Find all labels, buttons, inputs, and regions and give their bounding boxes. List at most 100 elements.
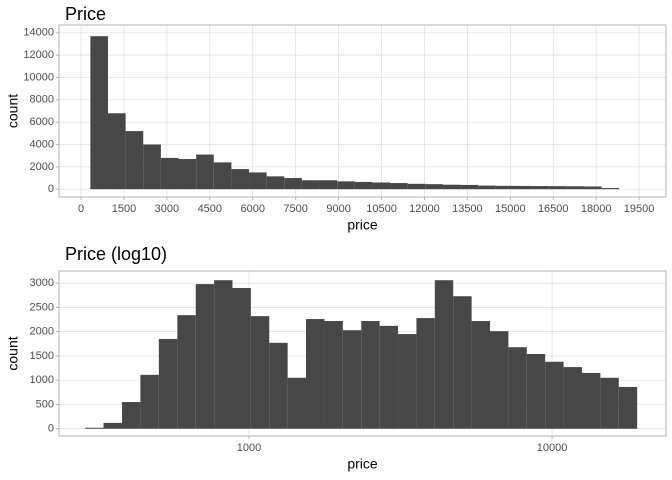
y-tick-label: 2500 xyxy=(30,301,54,313)
y-tick-label: 2000 xyxy=(30,161,54,173)
y-tick-label: 6000 xyxy=(30,116,54,128)
bar xyxy=(90,36,108,190)
x-tick-label: 15000 xyxy=(495,203,526,215)
bar xyxy=(177,315,196,429)
x-tick-label: 16500 xyxy=(538,203,569,215)
x-tick-label: 12000 xyxy=(409,203,440,215)
y-tick-label: 0 xyxy=(48,183,54,195)
chart-title: Price xyxy=(65,4,106,24)
bar xyxy=(232,287,251,429)
bar xyxy=(269,342,288,429)
y-tick-label: 14000 xyxy=(23,27,54,39)
bar xyxy=(583,186,602,190)
bar xyxy=(143,144,161,190)
bar xyxy=(618,386,638,429)
bar xyxy=(601,188,620,190)
bar xyxy=(342,330,362,429)
bar xyxy=(548,186,567,190)
y-tick-label: 1000 xyxy=(30,374,54,386)
bar xyxy=(545,361,564,429)
bar xyxy=(581,372,601,429)
panel-border xyxy=(58,270,667,437)
bar xyxy=(250,316,270,429)
x-tick-label: 10000 xyxy=(537,442,568,454)
bar xyxy=(390,183,408,190)
y-tick-label: 4000 xyxy=(30,138,54,150)
bar xyxy=(103,422,123,429)
x-tick-label: 1000 xyxy=(237,442,261,454)
bar xyxy=(158,338,178,429)
x-tick-label: 1500 xyxy=(112,203,136,215)
bar xyxy=(214,280,233,429)
bar xyxy=(140,374,159,429)
bar xyxy=(425,184,443,190)
y-axis-title: count xyxy=(5,336,21,370)
bar xyxy=(361,320,380,429)
x-tick-label: 19500 xyxy=(624,203,655,215)
bar xyxy=(107,113,126,190)
bar xyxy=(453,296,472,429)
bar xyxy=(434,280,454,429)
x-axis-title: price xyxy=(347,217,378,233)
y-tick-label: 1500 xyxy=(30,350,54,362)
panel-border xyxy=(58,24,667,198)
y-tick-label: 3000 xyxy=(30,277,54,289)
bar xyxy=(372,182,391,190)
x-tick-label: 18000 xyxy=(581,203,612,215)
x-tick-label: 10500 xyxy=(366,203,397,215)
bar xyxy=(416,318,435,429)
bar xyxy=(398,334,417,429)
bar xyxy=(508,347,527,429)
bar xyxy=(566,186,584,190)
bar xyxy=(160,157,179,190)
y-tick-label: 12000 xyxy=(23,49,54,61)
bar xyxy=(125,131,144,190)
y-tick-label: 2000 xyxy=(30,326,54,338)
x-tick-label: 4500 xyxy=(198,203,222,215)
bar xyxy=(319,180,338,190)
bar xyxy=(407,183,426,190)
x-tick-label: 7500 xyxy=(283,203,307,215)
bar xyxy=(178,159,197,190)
bar xyxy=(301,180,320,190)
bar xyxy=(531,186,549,190)
bar xyxy=(600,377,619,429)
bar xyxy=(354,181,373,190)
bar xyxy=(85,427,104,429)
bar xyxy=(460,184,479,190)
x-axis-title: price xyxy=(347,456,378,472)
y-tick-label: 500 xyxy=(36,398,54,410)
x-tick-label: 0 xyxy=(78,203,84,215)
bar xyxy=(306,319,325,429)
bar xyxy=(324,320,343,429)
y-tick-label: 10000 xyxy=(23,71,54,83)
x-tick-label: 6000 xyxy=(241,203,265,215)
bar xyxy=(213,162,232,190)
bar xyxy=(195,284,215,429)
bar xyxy=(442,184,461,190)
y-axis-title: count xyxy=(5,94,21,128)
bar xyxy=(471,320,491,429)
bar xyxy=(379,325,399,429)
x-tick-label: 3000 xyxy=(155,203,179,215)
chart-title: Price (log10) xyxy=(65,244,167,264)
x-tick-label: 13500 xyxy=(452,203,483,215)
bar xyxy=(284,178,302,190)
bar xyxy=(478,185,496,190)
bar xyxy=(513,185,532,190)
bar xyxy=(249,172,267,190)
bar xyxy=(231,169,250,190)
y-tick-label: 0 xyxy=(48,423,54,435)
bar xyxy=(266,176,285,190)
bar xyxy=(196,154,214,190)
bar xyxy=(495,185,514,190)
bar xyxy=(337,181,355,190)
x-tick-label: 9000 xyxy=(326,203,350,215)
y-tick-label: 8000 xyxy=(30,94,54,106)
bar xyxy=(526,353,546,429)
bar xyxy=(490,331,509,429)
bar xyxy=(287,377,307,429)
bar xyxy=(563,367,582,429)
bar xyxy=(122,402,141,429)
